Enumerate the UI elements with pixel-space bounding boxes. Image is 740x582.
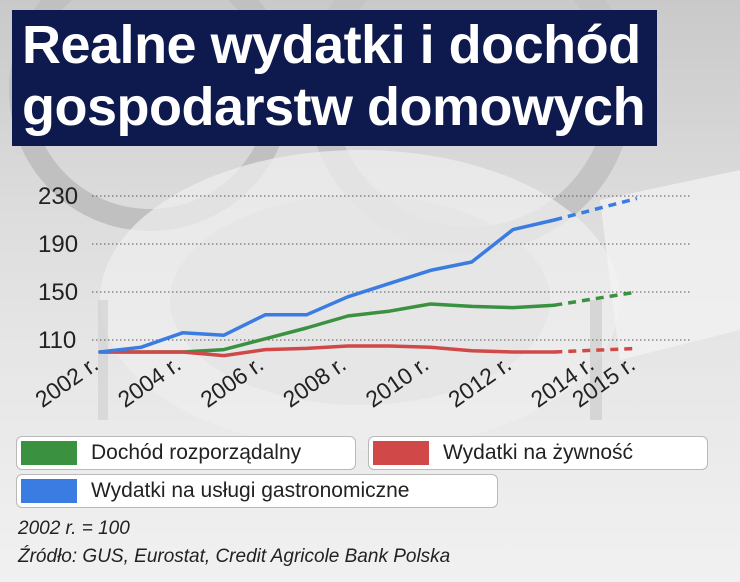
legend-item-gastronomy: Wydatki na usługi gastronomiczne: [16, 474, 498, 508]
x-tick-label-2004: 2004 r.: [113, 351, 186, 413]
x-tick-label-2012: 2012 r.: [443, 351, 516, 413]
title-line-2: gospodarstw domowych: [22, 77, 646, 137]
y-tick-label-230: 230: [38, 183, 78, 210]
title-line-1: Realne wydatki i dochód: [22, 15, 641, 75]
series-line-income: [98, 302, 557, 354]
y-tick-label-190: 190: [38, 231, 78, 258]
legend-swatch-food: [373, 441, 429, 465]
legend-item-income: Dochód rozporządalny: [16, 436, 356, 470]
x-tick-label-2002: 2002 r.: [30, 351, 103, 413]
series-line-gastronomy: [98, 218, 557, 354]
legend-swatch-income: [21, 441, 77, 465]
base-year-note: 2002 r. = 100: [18, 518, 130, 539]
legend-label-gastronomy: Wydatki na usługi gastronomiczne: [91, 479, 410, 502]
legend-swatch-gastronomy: [21, 479, 77, 503]
x-tick-label-2006: 2006 r.: [196, 351, 269, 413]
legend-item-food: Wydatki na żywność: [368, 436, 708, 470]
legend-label-food: Wydatki na żywność: [443, 441, 634, 464]
legend-label-income: Dochód rozporządalny: [91, 441, 302, 464]
x-tick-label-2010: 2010 r.: [361, 351, 434, 413]
series-forecast-line-gastronomy: [553, 196, 638, 222]
x-tick-label-2008: 2008 r.: [278, 351, 351, 413]
y-tick-label-150: 150: [38, 279, 78, 306]
title-box: Realne wydatki i dochód gospodarstw domo…: [12, 10, 658, 146]
series-forecast-line-income: [554, 290, 638, 307]
source-note: Źródło: GUS, Eurostat, Credit Agricole B…: [18, 546, 451, 567]
y-tick-label-110: 110: [38, 327, 76, 354]
